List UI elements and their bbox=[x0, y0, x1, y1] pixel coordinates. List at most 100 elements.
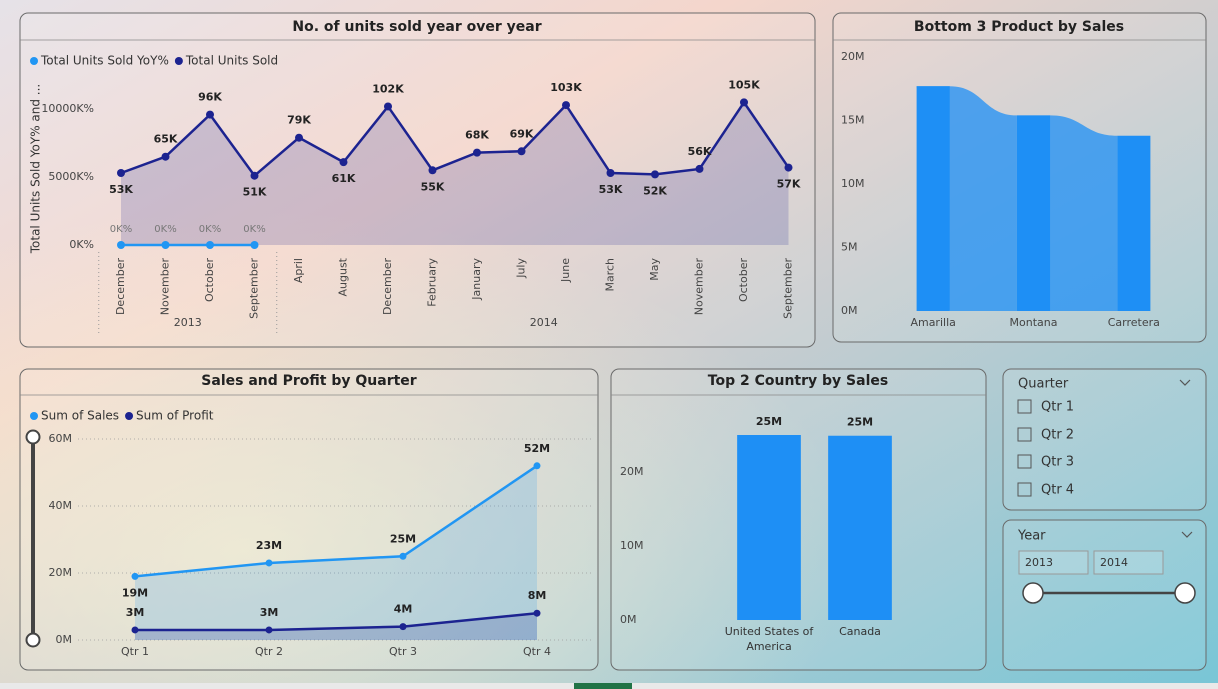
data-label: 103K bbox=[550, 81, 582, 94]
range-slider-handle[interactable] bbox=[1174, 582, 1196, 604]
point bbox=[562, 101, 570, 110]
y-tick-label: 20M bbox=[620, 465, 644, 478]
line bbox=[120, 100, 790, 178]
line bbox=[135, 611, 538, 632]
x-tick-label: August bbox=[337, 257, 350, 296]
x-tick-label: May bbox=[648, 258, 661, 281]
x-tick-label: September bbox=[782, 258, 795, 319]
data-label: 25M bbox=[847, 416, 873, 429]
data-label: 69K bbox=[510, 127, 534, 140]
point bbox=[695, 164, 704, 173]
point bbox=[295, 133, 303, 142]
data-label: 65K bbox=[154, 133, 178, 146]
range-input[interactable] bbox=[1093, 550, 1164, 575]
y-tick-label: 0K% bbox=[69, 238, 94, 251]
slicer-item[interactable]: Qtr 2 bbox=[1041, 428, 1074, 443]
range-slider-handle[interactable] bbox=[25, 632, 41, 648]
chart-title: Sales and Profit by Quarter bbox=[201, 373, 416, 389]
legend-marker bbox=[30, 412, 38, 420]
data-label: 8M bbox=[528, 589, 547, 602]
bar bbox=[737, 435, 801, 620]
data-label: 53K bbox=[599, 183, 623, 196]
range-input[interactable] bbox=[1018, 550, 1089, 575]
slicer-item[interactable]: Qtr 4 bbox=[1041, 483, 1074, 498]
x-tick-label: December bbox=[114, 258, 127, 316]
data-label: 56K bbox=[688, 145, 712, 158]
legend-marker bbox=[174, 57, 183, 65]
point bbox=[117, 169, 125, 178]
checkbox[interactable] bbox=[1017, 482, 1032, 497]
point bbox=[206, 241, 214, 249]
data-label: 51K bbox=[243, 186, 267, 199]
legend-label: Sum of Sales bbox=[41, 409, 119, 423]
data-label: 52K bbox=[643, 184, 667, 197]
checkbox[interactable] bbox=[1017, 454, 1032, 469]
slicer-item[interactable]: Qtr 3 bbox=[1041, 455, 1074, 470]
slicer-title: Year bbox=[1017, 529, 1046, 544]
active-tab[interactable] bbox=[574, 683, 632, 689]
range-slider-handle[interactable] bbox=[25, 429, 41, 445]
checkbox[interactable] bbox=[1017, 399, 1032, 414]
data-label: 4M bbox=[394, 603, 413, 616]
slicer-item[interactable]: Qtr 1 bbox=[1041, 400, 1074, 415]
data-label: 105K bbox=[728, 78, 760, 91]
point bbox=[250, 171, 259, 180]
range-end[interactable]: 2014 bbox=[1100, 556, 1128, 569]
y-tick-label: 40M bbox=[49, 499, 73, 512]
point bbox=[131, 626, 139, 634]
line bbox=[134, 464, 538, 578]
point bbox=[399, 552, 407, 560]
point bbox=[206, 110, 214, 119]
x-group-label: 2013 bbox=[174, 316, 202, 329]
legend-marker bbox=[125, 412, 134, 420]
slicer-panel bbox=[1002, 519, 1207, 671]
data-label: 0K% bbox=[199, 224, 221, 235]
bar bbox=[1016, 115, 1051, 311]
data-label: 68K bbox=[465, 129, 489, 142]
area bbox=[135, 613, 537, 640]
point bbox=[399, 623, 407, 631]
y-tick-label: 0M bbox=[620, 613, 637, 626]
chart-title: Top 2 Country by Sales bbox=[708, 373, 888, 389]
x-tick-label: March bbox=[604, 258, 617, 292]
x-tick-label: June bbox=[559, 258, 572, 283]
checkbox[interactable] bbox=[1017, 427, 1032, 442]
y-tick-label: 10000K% bbox=[41, 102, 94, 115]
x-tick-label: November bbox=[693, 258, 706, 316]
panel bbox=[19, 12, 816, 348]
point bbox=[606, 169, 615, 178]
data-label: 3M bbox=[260, 606, 279, 619]
y-tick-label: 20M bbox=[49, 566, 73, 579]
x-tick-label: Qtr 4 bbox=[523, 645, 551, 658]
point bbox=[517, 147, 526, 156]
point bbox=[740, 98, 748, 107]
legend-label: Sum of Profit bbox=[136, 409, 214, 423]
slicer-panel bbox=[1002, 368, 1207, 511]
point bbox=[161, 152, 170, 161]
x-tick-label: December bbox=[381, 258, 394, 316]
data-label: 61K bbox=[332, 172, 356, 185]
x-tick-label: Qtr 2 bbox=[255, 645, 283, 658]
point bbox=[339, 158, 348, 167]
point bbox=[384, 102, 392, 111]
y-tick-label: 60M bbox=[49, 432, 73, 445]
bar bbox=[916, 86, 950, 312]
x-tick-label: July bbox=[515, 258, 528, 279]
bar bbox=[828, 435, 892, 620]
x-tick-label-box: Canada bbox=[839, 625, 881, 638]
x-tick-label: January bbox=[470, 258, 483, 301]
x-tick-label: April bbox=[292, 258, 305, 283]
x-tick-label: October bbox=[203, 258, 216, 302]
data-label: 52M bbox=[524, 442, 550, 455]
y-tick-label: 0M bbox=[841, 304, 858, 317]
panel bbox=[19, 368, 599, 671]
legend-marker bbox=[30, 57, 38, 65]
y-axis-title: Total Units Sold YoY% and ... bbox=[29, 84, 43, 255]
range-start[interactable]: 2013 bbox=[1025, 556, 1053, 569]
range-slider-handle[interactable] bbox=[1022, 582, 1044, 604]
data-label: 25M bbox=[390, 532, 416, 545]
chevron[interactable] bbox=[1181, 531, 1193, 538]
chevron[interactable] bbox=[1179, 379, 1191, 386]
